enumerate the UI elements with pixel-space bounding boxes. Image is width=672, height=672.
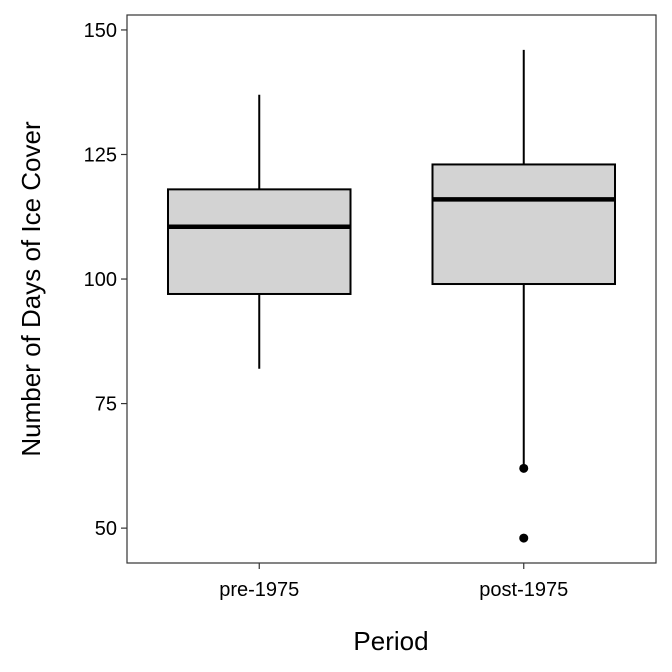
box-iqr	[166, 188, 352, 295]
x-axis: pre-1975 post-1975	[219, 563, 568, 601]
box-post-1975	[431, 49, 617, 543]
x-axis-title: Period	[353, 626, 428, 656]
outlier-point	[519, 463, 529, 473]
box-iqr	[431, 163, 617, 286]
outlier-point	[519, 533, 529, 543]
y-tick-label: 100	[84, 269, 117, 291]
boxes	[166, 49, 617, 543]
x-tick-label: post-1975	[479, 579, 568, 601]
y-tick-label: 150	[84, 20, 117, 42]
y-axis-title: Number of Days of Ice Cover	[16, 121, 46, 457]
box-pre-1975	[166, 94, 352, 369]
x-tick-label: pre-1975	[219, 579, 299, 601]
y-axis: 50 75 100 125 150	[84, 20, 127, 540]
y-tick-label: 75	[95, 394, 117, 416]
y-tick-label: 50	[95, 518, 117, 540]
y-tick-label: 125	[84, 144, 117, 166]
